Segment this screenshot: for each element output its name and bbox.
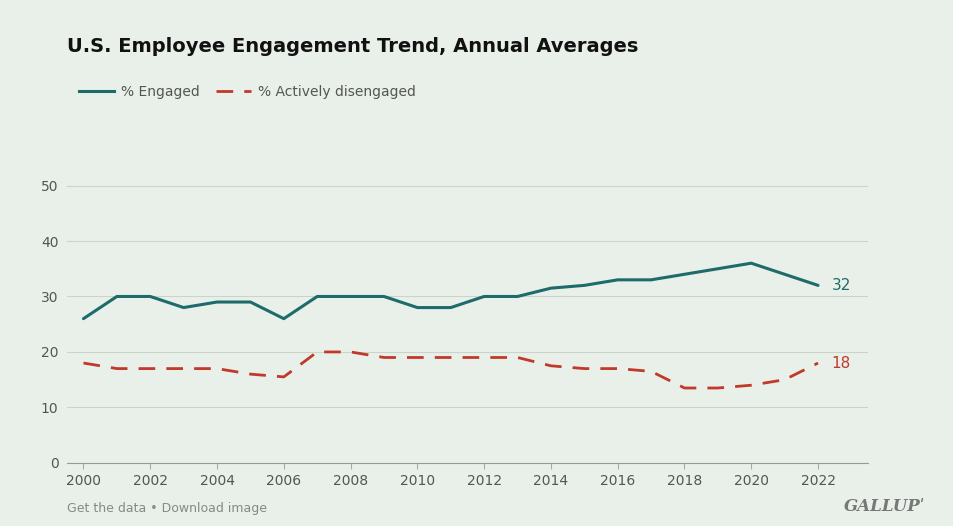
- Text: U.S. Employee Engagement Trend, Annual Averages: U.S. Employee Engagement Trend, Annual A…: [67, 37, 638, 56]
- Text: GALLUPˈ: GALLUPˈ: [843, 499, 924, 515]
- Text: 32: 32: [830, 278, 850, 293]
- Text: Get the data • Download image: Get the data • Download image: [67, 502, 267, 515]
- Text: 18: 18: [830, 356, 850, 370]
- Legend: % Engaged, % Actively disengaged: % Engaged, % Actively disengaged: [73, 79, 421, 105]
